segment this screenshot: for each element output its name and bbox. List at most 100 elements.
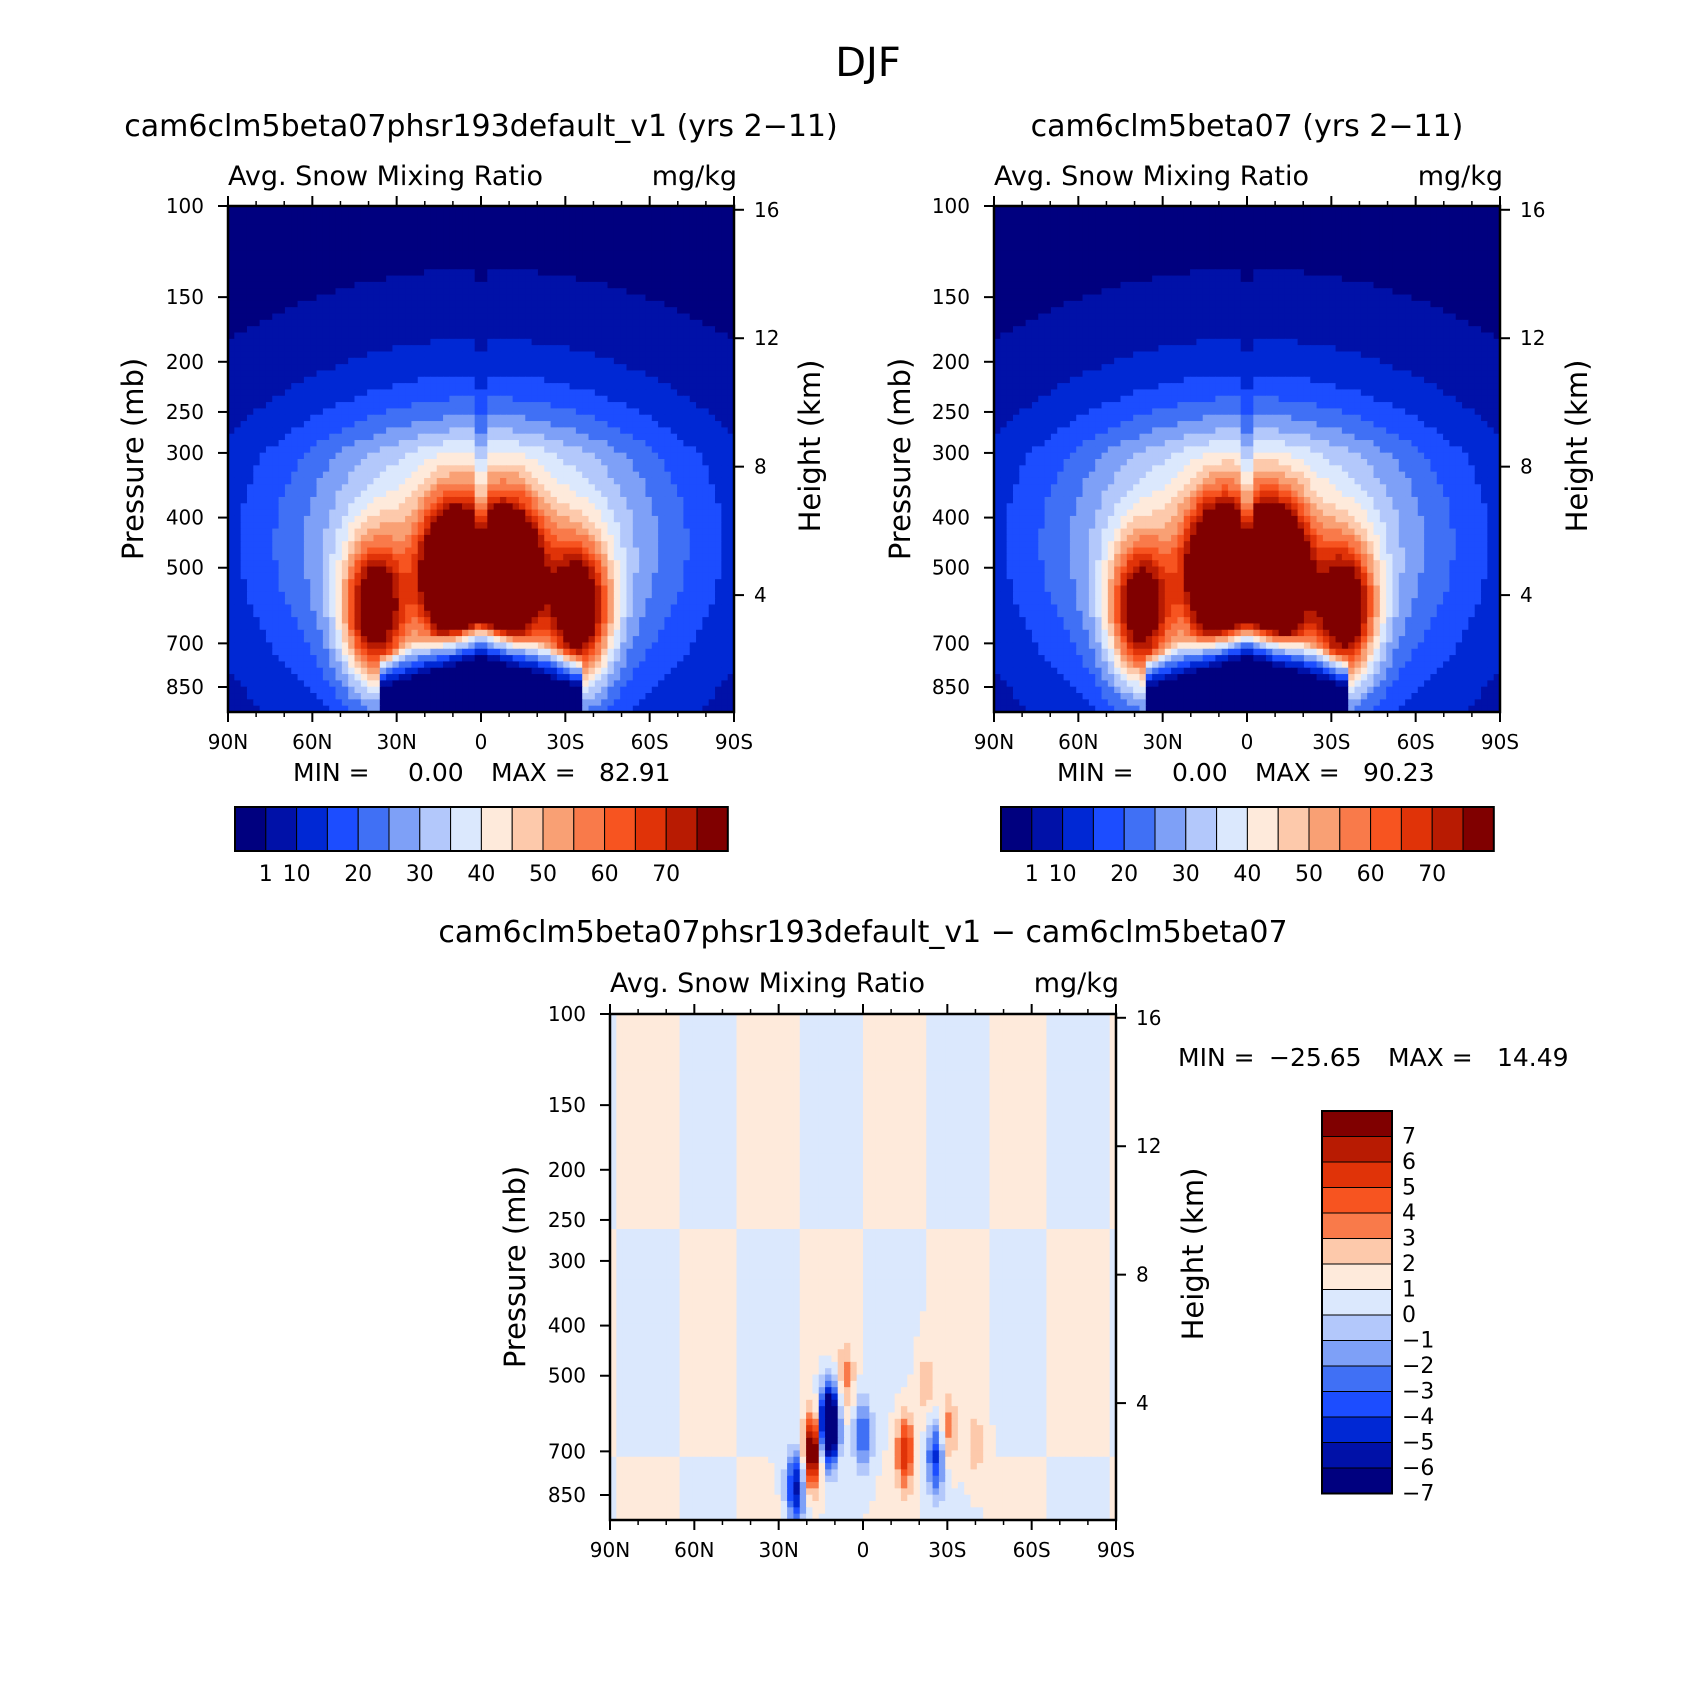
contour-cell	[405, 231, 412, 238]
contour-cell	[481, 389, 488, 396]
contour-cell	[664, 377, 671, 384]
contour-cell	[506, 269, 513, 276]
contour-cell	[690, 219, 697, 226]
contour-cell	[481, 453, 488, 460]
contour-cell	[348, 554, 355, 561]
contour-cell	[399, 446, 406, 453]
contour-cell	[247, 459, 254, 466]
figure: DJF cam6clm5beta07phsr193default_v1 (yrs…	[0, 0, 1708, 1708]
contour-cell	[386, 276, 393, 283]
contour-cell	[652, 503, 659, 510]
contour-cell	[683, 219, 690, 226]
contour-cell	[519, 314, 526, 321]
contour-cell	[709, 510, 716, 517]
contour-cell	[405, 421, 412, 428]
contour-cell	[253, 427, 260, 434]
contour-cell	[519, 377, 526, 384]
contour-cell	[658, 408, 665, 415]
contour-cell	[329, 250, 336, 257]
contour-cell	[361, 345, 368, 352]
contour-cell	[645, 269, 652, 276]
contour-cell	[342, 427, 349, 434]
contour-cell	[285, 364, 292, 371]
contour-cell	[658, 560, 665, 567]
contour-cell	[551, 282, 558, 289]
contour-cell	[494, 440, 501, 447]
contour-cell	[329, 491, 336, 498]
contour-cell	[247, 516, 254, 523]
contour-cell	[715, 244, 722, 251]
contour-cell	[247, 421, 254, 428]
contour-cell	[468, 554, 475, 561]
contour-cell	[557, 339, 564, 346]
contour-cell	[601, 421, 608, 428]
contour-cell	[494, 446, 501, 453]
contour-cell	[639, 586, 646, 593]
contour-cell	[285, 446, 292, 453]
contour-cell	[399, 465, 406, 472]
contour-cell	[639, 402, 646, 409]
contour-cell	[658, 326, 665, 333]
contour-cell	[342, 592, 349, 599]
contour-cell	[519, 548, 526, 555]
contour-cell	[671, 219, 678, 226]
contour-cell	[658, 314, 665, 321]
contour-cell	[589, 472, 596, 479]
contour-cell	[601, 415, 608, 422]
contour-cell	[355, 244, 362, 251]
contour-cell	[342, 364, 349, 371]
contour-cell	[342, 484, 349, 491]
contour-cell	[418, 351, 425, 358]
contour-cell	[373, 491, 380, 498]
contour-cell	[639, 415, 646, 422]
contour-cell	[633, 257, 640, 264]
contour-cell	[538, 535, 545, 542]
contour-cell	[513, 263, 520, 270]
contour-cell	[601, 465, 608, 472]
contour-cell	[702, 554, 709, 561]
contour-cell	[323, 250, 330, 257]
contour-cell	[317, 326, 324, 333]
contour-cell	[677, 548, 684, 555]
contour-cell	[373, 320, 380, 327]
contour-cell	[608, 244, 615, 251]
contour-cell	[589, 383, 596, 390]
contour-cell	[392, 503, 399, 510]
contour-cell	[576, 276, 583, 283]
contour-cell	[658, 472, 665, 479]
contour-cell	[570, 554, 577, 561]
contour-cell	[418, 345, 425, 352]
contour-cell	[456, 516, 463, 523]
contour-cell	[380, 516, 387, 523]
contour-cell	[304, 314, 311, 321]
contour-cell	[721, 592, 728, 599]
contour-cell	[405, 510, 412, 517]
contour-cell	[241, 535, 248, 542]
contour-cell	[664, 472, 671, 479]
contour-cell	[576, 592, 583, 599]
contour-cell	[601, 440, 608, 447]
contour-cell	[595, 560, 602, 567]
contour-cell	[494, 478, 501, 485]
contour-cell	[551, 529, 558, 536]
contour-cell	[696, 282, 703, 289]
contour-cell	[475, 541, 482, 548]
contour-cell	[563, 579, 570, 586]
contour-cell	[664, 567, 671, 574]
contour-cell	[494, 320, 501, 327]
contour-cell	[291, 250, 298, 257]
contour-cell	[563, 491, 570, 498]
contour-cell	[721, 333, 728, 340]
contour-cell	[361, 421, 368, 428]
contour-cell	[626, 465, 633, 472]
contour-cell	[633, 351, 640, 358]
contour-cell	[532, 535, 539, 542]
contour-cell	[348, 472, 355, 479]
contour-cell	[645, 573, 652, 580]
contour-cell	[664, 427, 671, 434]
contour-cell	[557, 263, 564, 270]
contour-cell	[639, 497, 646, 504]
contour-cell	[721, 478, 728, 485]
contour-cell	[494, 219, 501, 226]
contour-cell	[392, 472, 399, 479]
